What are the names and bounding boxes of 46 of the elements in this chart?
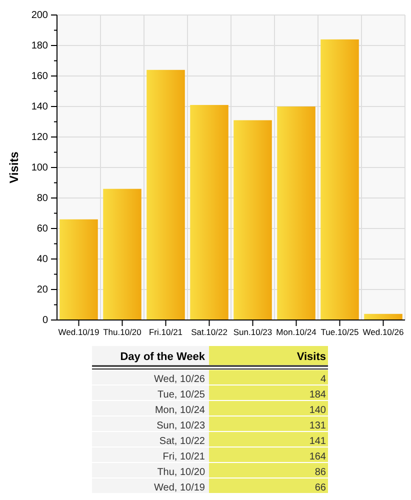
bar bbox=[234, 120, 272, 320]
bar bbox=[364, 314, 402, 320]
y-tick-label: 180 bbox=[31, 40, 48, 52]
data-label: 86 bbox=[314, 467, 326, 478]
category-label: Fri, 10/21 bbox=[162, 452, 206, 462]
y-axis-title: Visits bbox=[7, 151, 21, 184]
y-tick-label: 40 bbox=[36, 254, 48, 266]
x-tick-label: Wed.10/19 bbox=[58, 327, 100, 338]
category-label: Wed, 10/26 bbox=[154, 374, 206, 385]
data-label: 140 bbox=[309, 405, 326, 416]
x-tick-label: Thu.10/20 bbox=[103, 327, 142, 338]
category-label: Wed, 10/19 bbox=[154, 482, 206, 494]
category-label: Sat, 10/22 bbox=[159, 436, 206, 447]
text: Day of the Week bbox=[120, 351, 206, 363]
bar bbox=[60, 219, 98, 320]
y-tick-label: 160 bbox=[31, 71, 48, 82]
category-label: Mon, 10/24 bbox=[154, 405, 206, 416]
x-tick-label: Sun.10/23 bbox=[233, 327, 272, 338]
y-tick-label: 60 bbox=[36, 224, 48, 235]
x-tick-label: Sat.10/22 bbox=[191, 327, 228, 338]
data-label: 164 bbox=[309, 452, 326, 462]
y-tick-label: 20 bbox=[36, 284, 48, 296]
x-tick-label: Fri.10/21 bbox=[148, 327, 183, 338]
data-label: 141 bbox=[309, 436, 326, 447]
y-tick-label: 120 bbox=[31, 132, 48, 144]
y-tick-label: 80 bbox=[36, 193, 48, 204]
bar bbox=[103, 188, 142, 320]
y-tick-label: 140 bbox=[31, 102, 48, 113]
bar bbox=[146, 70, 185, 320]
bar bbox=[190, 104, 228, 320]
y-tick-label: 200 bbox=[31, 10, 48, 22]
x-tick-label: Mon.10/24 bbox=[276, 327, 317, 338]
data-label: 66 bbox=[314, 482, 326, 494]
bar bbox=[320, 39, 359, 320]
x-tick-label: Wed.10/26 bbox=[362, 327, 404, 338]
data-label: 184 bbox=[309, 390, 326, 400]
y-tick-label: 100 bbox=[31, 162, 48, 174]
y-tick-label: 0 bbox=[42, 315, 48, 326]
category-label: Tue, 10/25 bbox=[158, 390, 206, 400]
data-label: 131 bbox=[309, 420, 326, 432]
category-label: Thu, 10/20 bbox=[157, 467, 206, 478]
x-tick-label: Tue.10/25 bbox=[320, 327, 359, 338]
data-label: 4 bbox=[320, 374, 326, 385]
text: Visits bbox=[296, 351, 326, 363]
category-label: Sun, 10/23 bbox=[156, 420, 206, 432]
bar bbox=[277, 106, 316, 320]
